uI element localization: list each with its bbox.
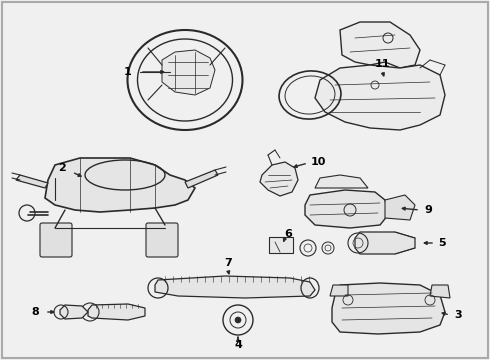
Text: 2: 2 (58, 163, 66, 173)
Polygon shape (162, 50, 215, 95)
Polygon shape (315, 65, 445, 130)
Polygon shape (155, 276, 315, 298)
Polygon shape (340, 22, 420, 68)
Polygon shape (315, 175, 368, 188)
Text: 4: 4 (234, 340, 242, 350)
Text: 5: 5 (438, 238, 446, 248)
Polygon shape (430, 285, 450, 298)
Polygon shape (88, 304, 145, 320)
Polygon shape (16, 175, 48, 188)
Polygon shape (355, 232, 415, 254)
Text: 7: 7 (224, 258, 232, 268)
Polygon shape (45, 158, 195, 212)
FancyBboxPatch shape (40, 223, 72, 257)
Text: 9: 9 (424, 205, 432, 215)
Polygon shape (305, 190, 388, 228)
Polygon shape (332, 283, 445, 334)
FancyBboxPatch shape (146, 223, 178, 257)
Text: 10: 10 (310, 157, 326, 167)
Text: 1: 1 (124, 67, 132, 77)
Text: 3: 3 (454, 310, 462, 320)
FancyBboxPatch shape (269, 237, 293, 253)
Polygon shape (330, 285, 348, 296)
Polygon shape (185, 170, 218, 188)
Text: 8: 8 (31, 307, 39, 317)
Polygon shape (260, 162, 298, 196)
Text: 6: 6 (284, 229, 292, 239)
Circle shape (235, 317, 241, 323)
Polygon shape (60, 305, 88, 319)
Polygon shape (385, 195, 415, 220)
Text: 11: 11 (374, 59, 390, 69)
